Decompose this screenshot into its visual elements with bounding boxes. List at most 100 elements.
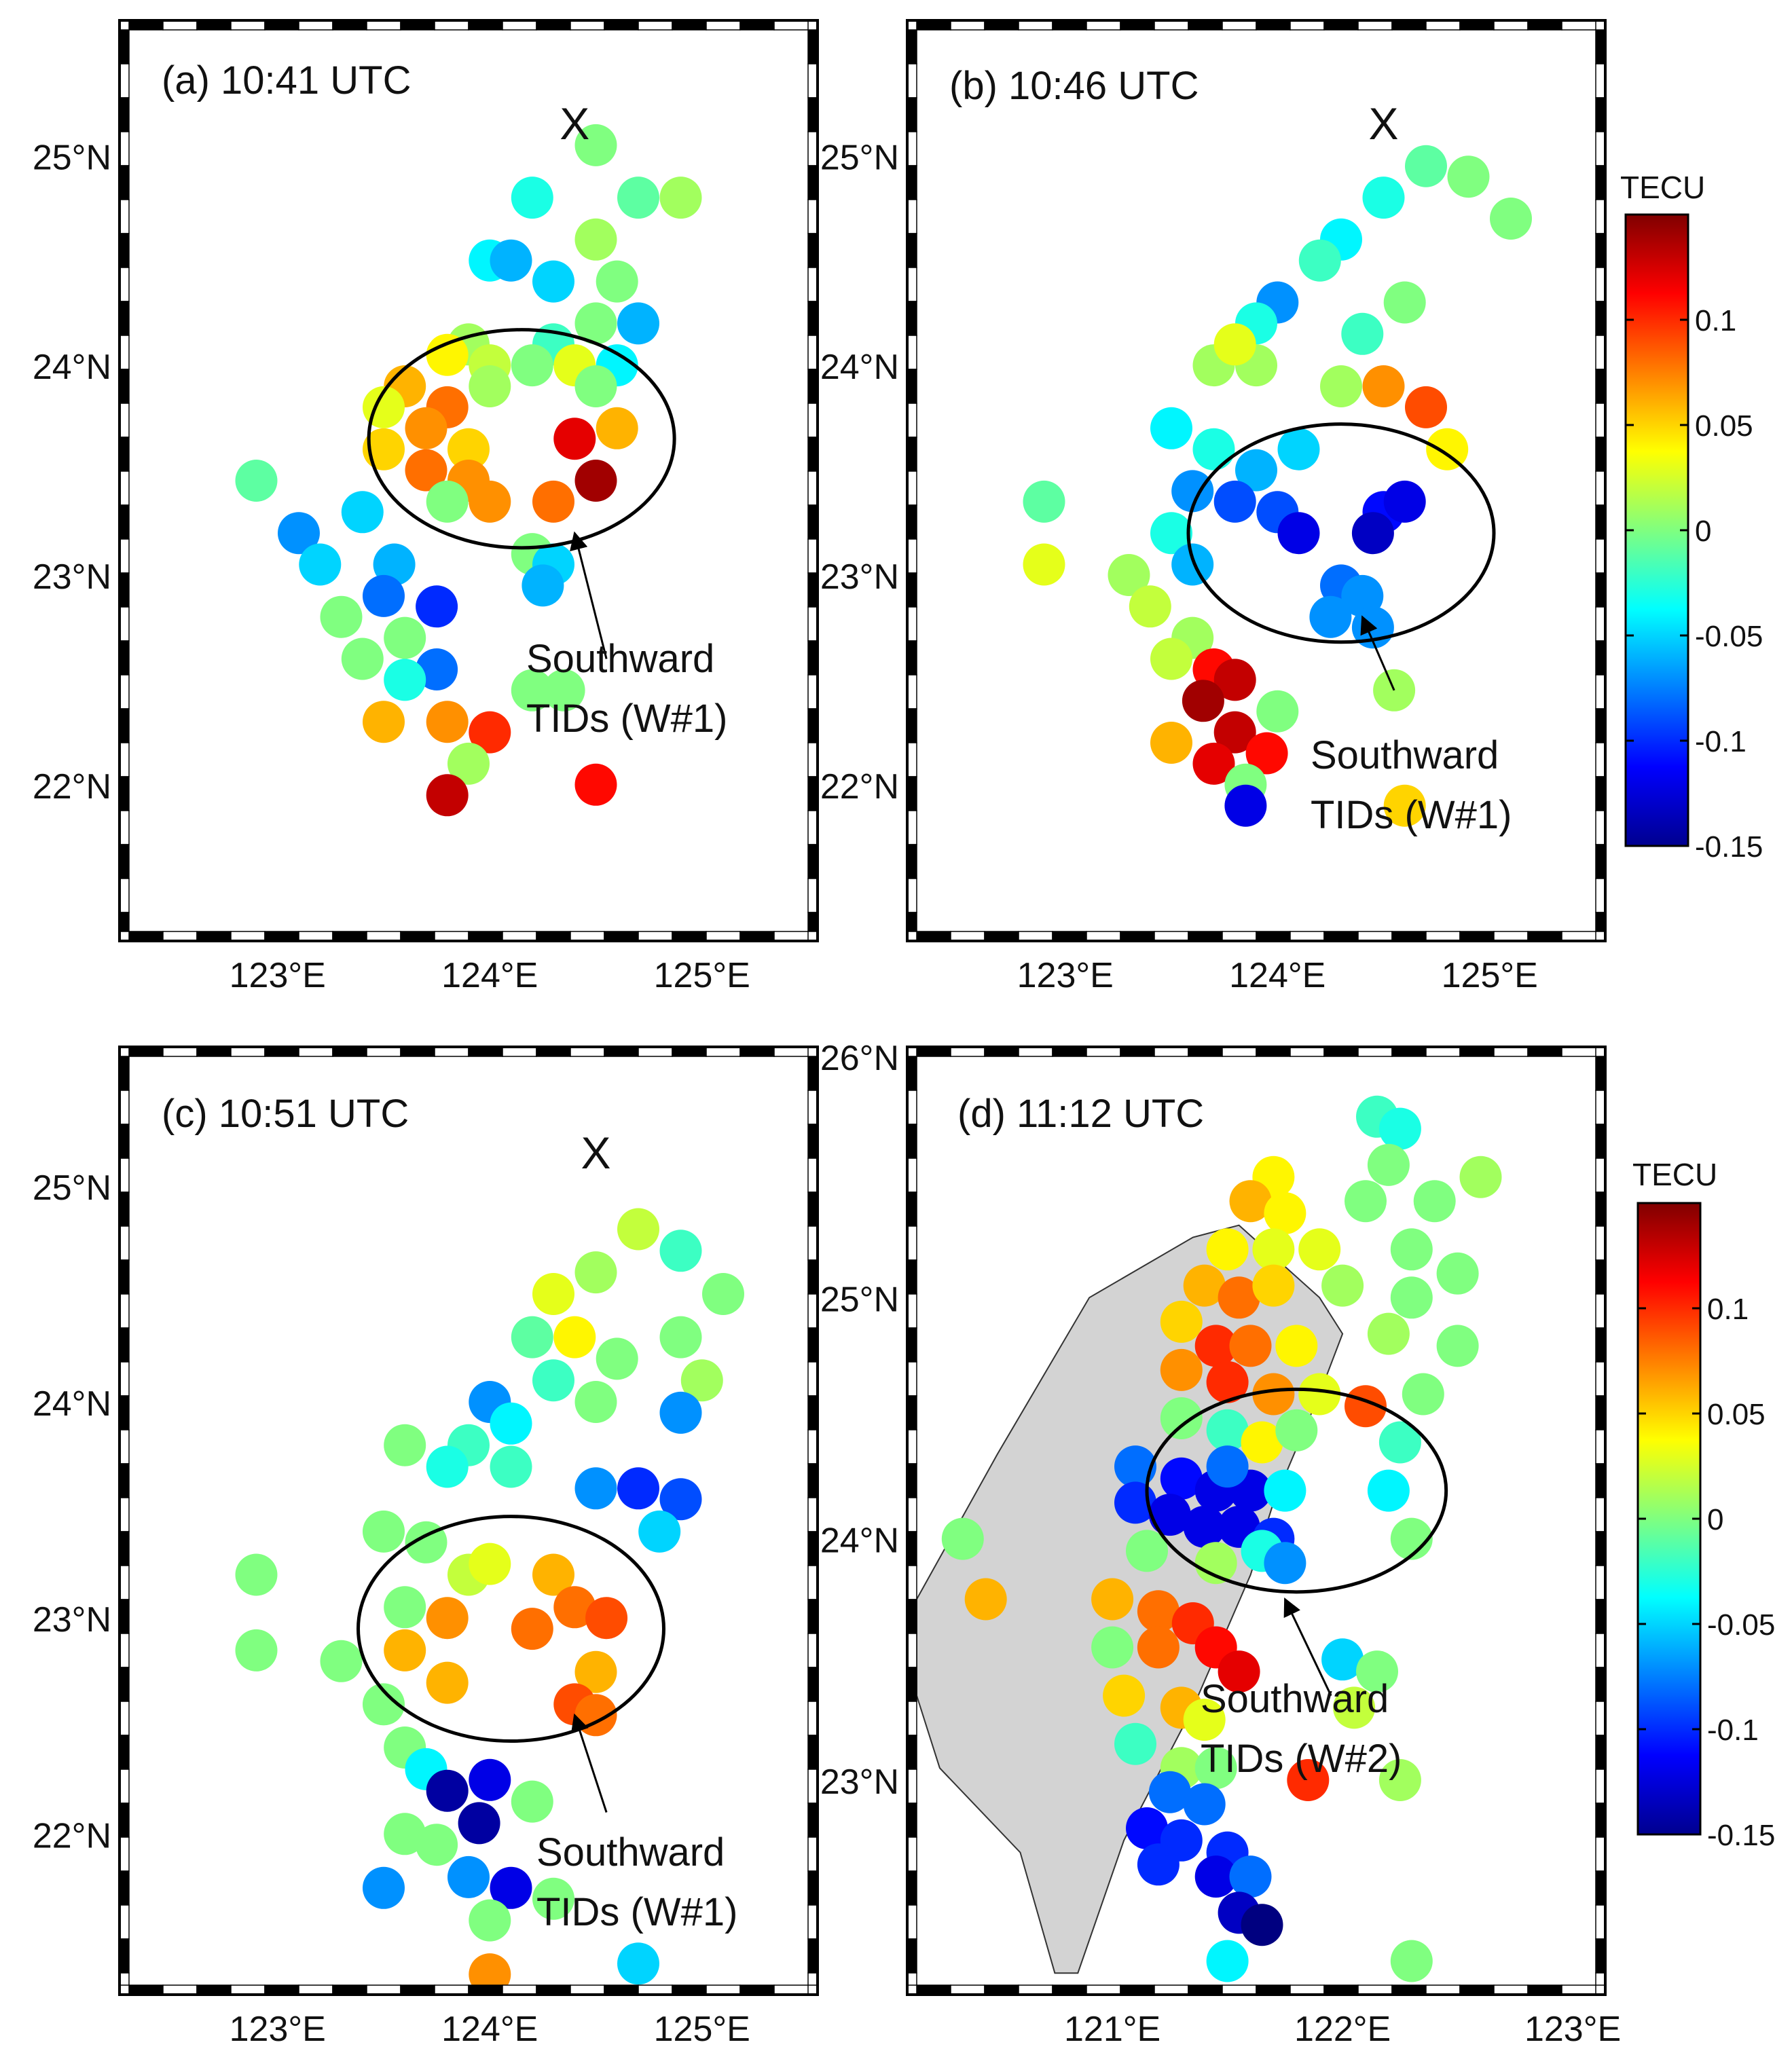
frame-segment [1120,1046,1155,1057]
frame-segment [807,1599,818,1634]
frame-segment [1425,20,1461,31]
lat-tick-label: 22°N [33,1816,111,1855]
frame-segment [1256,931,1291,942]
frame-segment [536,1046,571,1057]
station-dot [1183,1699,1226,1741]
frame-segment [1595,1972,1606,1986]
frame-segment [907,1803,917,1838]
frame-segment [739,931,775,942]
station-dot [320,1640,363,1682]
frame-segment [119,1293,130,1329]
station-dot [341,638,384,680]
lon-tick-label: 121°E [1064,2010,1160,2049]
frame-segment [1561,1046,1596,1057]
frame-segment [1595,1327,1606,1363]
station-dot [1351,512,1394,555]
frame-segment [1595,1870,1606,1906]
station-dot [1194,1542,1237,1585]
frame-segment [907,1158,917,1193]
frame-segment [332,20,367,31]
frame-segment [1256,20,1291,31]
panel-c-frame [118,1046,819,1996]
station-dot [1235,449,1277,492]
station-dot [1426,428,1469,470]
frame-segment [1425,1984,1461,1995]
frame-segment [739,1984,775,1995]
frame-segment [502,20,537,31]
station-dot [1298,1373,1341,1416]
frame-segment [1595,674,1606,709]
station-dot [426,480,469,523]
frame-segment [1595,335,1606,370]
frame-segment [1188,1046,1223,1057]
colorbar-bottom: TECU 0.1 0.05 0 -0.05 -0.1 -0.15 [1632,1157,1775,1852]
frame-segment [807,1395,818,1430]
station-dot [1405,386,1447,428]
frame-segment [119,674,130,709]
frame-segment [119,131,130,166]
frame-segment [162,931,198,942]
frame-segment [1323,20,1359,31]
station-dot [511,1608,553,1650]
frame-segment [1086,20,1121,31]
station-dot [1137,1626,1180,1669]
frame-segment [807,674,818,709]
frame-segment [1493,20,1529,31]
frame-segment [907,1769,917,1804]
panel-b-lat-ticks: 22°N 23°N 24°N 25°N [820,138,899,807]
frame-segment [128,931,164,942]
station-dot [469,365,511,407]
frame-segment [119,1191,130,1227]
station-dot [469,480,511,523]
frame-segment [366,1984,401,1995]
station-dot [574,1251,617,1294]
frame-segment [1527,1984,1562,1995]
station-dot [1321,1638,1364,1681]
frame-segment [907,606,917,642]
frame-segment [907,403,917,438]
station-dot [511,1316,553,1359]
frame-segment [907,1735,917,1770]
frame-segment [984,1046,1019,1057]
station-dot [1256,690,1299,733]
frame-segment [298,20,333,31]
frame-segment [1595,708,1606,743]
station-dot [1183,1264,1226,1307]
frame-segment [907,708,917,743]
lat-tick-label: 26°N [820,1039,899,1078]
station-dot [574,1381,617,1423]
frame-segment [119,403,130,438]
frame-segment [907,844,917,879]
frame-segment [434,1984,469,1995]
frame-segment [1357,1046,1393,1057]
station-dot [1194,1325,1237,1367]
station-dot [384,1424,426,1466]
frame-segment [907,1327,917,1363]
frame-segment [502,931,537,942]
frame-segment [119,1870,130,1906]
frame-segment [807,776,818,811]
frame-segment [1018,1046,1053,1057]
station-dot [363,1683,405,1726]
frame-segment [1391,20,1427,31]
station-dot [1192,428,1235,470]
frame-segment [807,1735,818,1770]
frame-segment [807,538,818,574]
frame-segment [536,931,571,942]
station-dot [447,742,490,785]
lat-tick-label: 24°N [820,1521,899,1561]
frame-segment [536,20,571,31]
station-dot [1229,1325,1272,1367]
frame-segment [1595,1463,1606,1498]
frame-segment [907,1836,917,1872]
frame-segment [1391,931,1427,942]
frame-segment [502,1046,537,1057]
frame-segment [128,20,164,31]
frame-segment [907,1293,917,1329]
frame-segment [907,640,917,676]
frame-segment [1459,931,1495,942]
colorbar-tick-label: 0 [1695,515,1711,548]
frame-segment [907,1972,917,1986]
frame-segment [1154,1984,1189,1995]
colorbar-bottom-unit: TECU [1632,1157,1717,1192]
